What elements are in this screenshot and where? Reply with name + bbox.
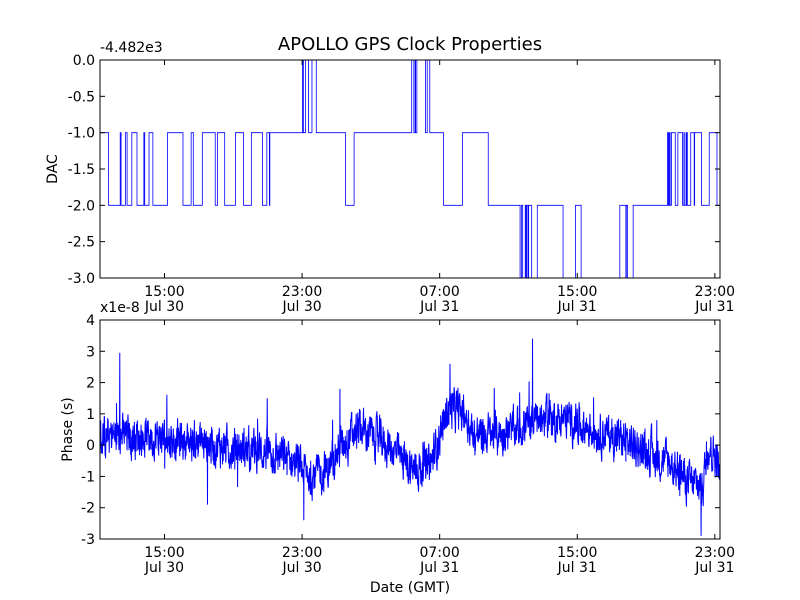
y-tick-label: 2 [86,376,95,392]
y-tick-label: 0 [86,438,95,454]
dac-series-line [100,60,720,278]
y-tick-label: -1.0 [68,126,95,142]
y-tick-label: 0.0 [73,53,95,69]
y-tick-label: -0.5 [68,89,95,105]
x-tick-date-label: Jul 31 [557,299,597,315]
x-tick-time-label: 23:00 [282,545,322,561]
y-tick-label: -2.0 [68,198,95,214]
y-tick-label: 3 [86,344,95,360]
y-tick-label: -2.5 [68,235,95,251]
y-tick-label: 4 [86,313,95,329]
x-tick-date-label: Jul 31 [694,299,734,315]
phase-series-line [100,338,720,536]
x-tick-date-label: Jul 30 [144,299,184,315]
y-tick-label: -3.0 [68,271,95,287]
x-tick-time-label: 23:00 [282,284,322,300]
x-tick-date-label: Jul 31 [419,299,459,315]
axis-offset-label: -4.482e3 [100,40,163,56]
x-tick-date-label: Jul 31 [694,560,734,576]
x-tick-date-label: Jul 30 [144,560,184,576]
x-tick-date-label: Jul 30 [282,560,322,576]
x-tick-time-label: 07:00 [419,545,459,561]
y-tick-label: -3 [81,532,95,548]
y-tick-label: -2 [81,501,95,517]
axis-offset-label: x1e-8 [100,300,140,316]
x-tick-date-label: Jul 30 [282,299,322,315]
plot-frame [99,319,721,540]
y-tick-label: -1 [81,469,95,485]
x-tick-date-label: Jul 31 [419,560,459,576]
chart-title: APOLLO GPS Clock Properties [278,34,542,55]
x-tick-time-label: 23:00 [695,284,735,300]
y-tick-label: 1 [86,407,95,423]
x-tick-time-label: 15:00 [144,545,184,561]
x-tick-date-label: Jul 31 [557,560,597,576]
y-axis-label: DAC [45,154,61,184]
y-axis-label: Phase (s) [60,397,76,461]
x-axis-label: Date (GMT) [370,580,450,596]
x-tick-time-label: 07:00 [419,284,459,300]
x-tick-time-label: 15:00 [557,284,597,300]
y-tick-label: -1.5 [68,162,95,178]
x-tick-time-label: 15:00 [144,284,184,300]
x-tick-time-label: 15:00 [557,545,597,561]
x-tick-time-label: 23:00 [695,545,735,561]
